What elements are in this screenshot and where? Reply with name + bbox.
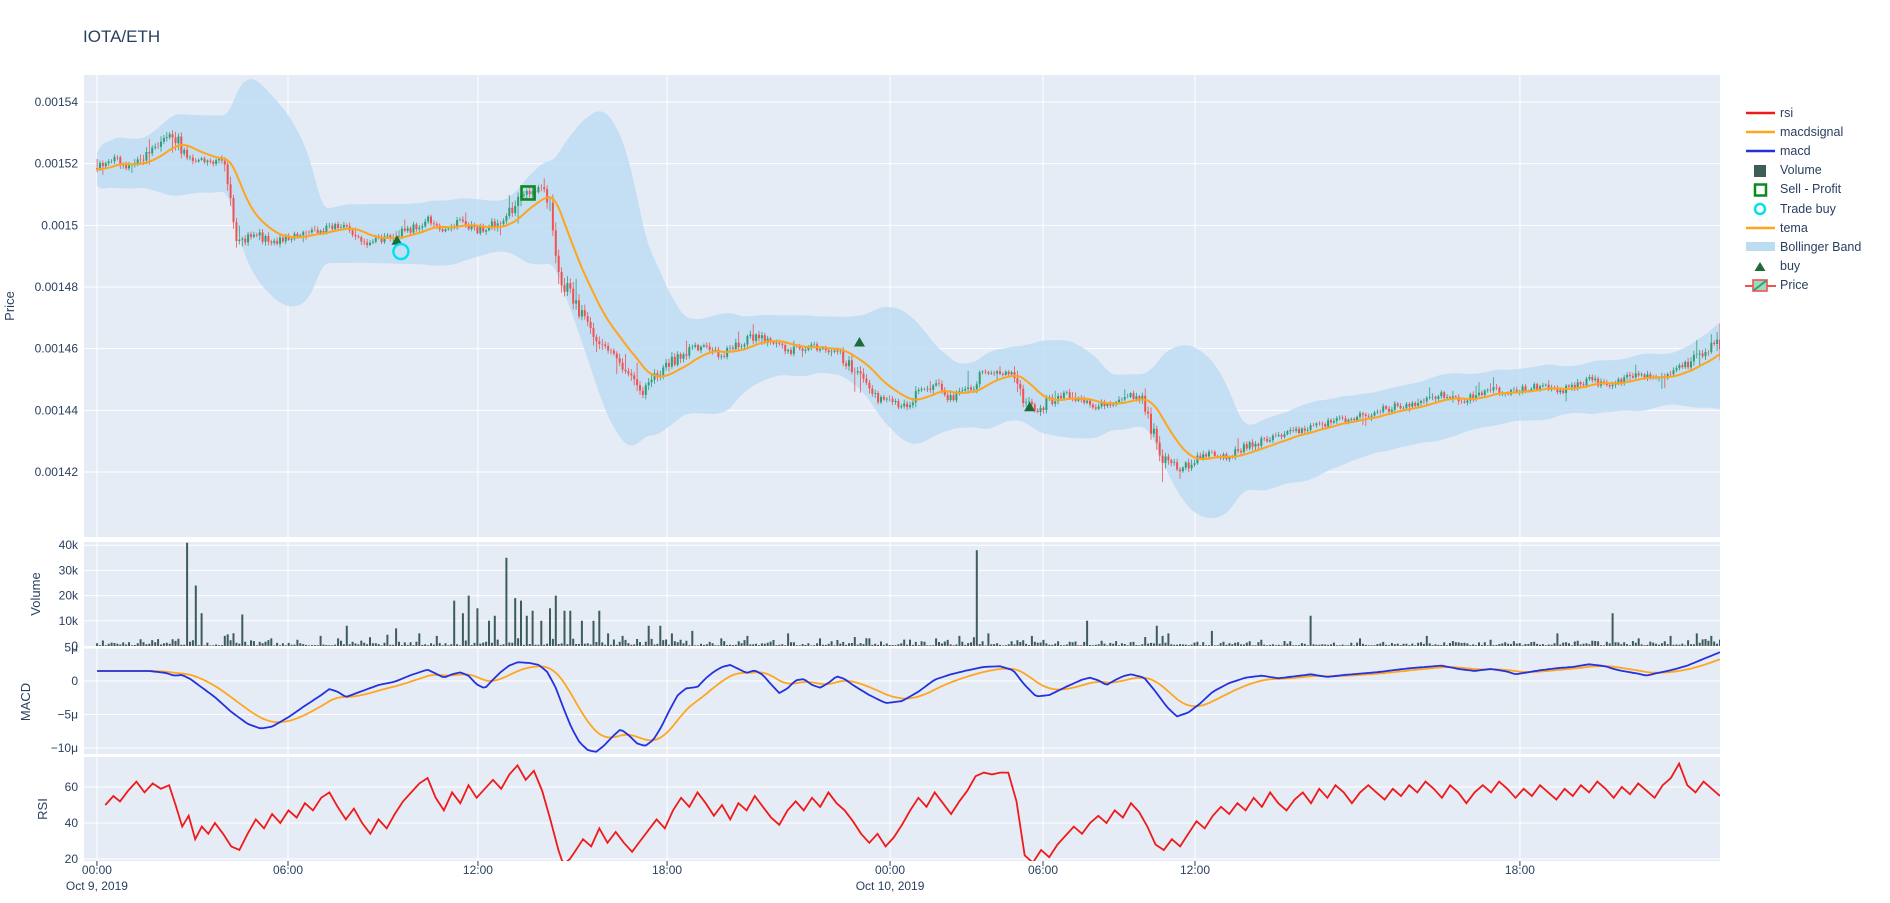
svg-text:Oct 9, 2019: Oct 9, 2019 [66,879,128,893]
rsi-axis-title: RSI [35,798,50,820]
legend-item-trade-buy[interactable]: Trade buy [1744,199,1890,218]
bollinger-band-icon [1744,239,1780,254]
tema-line [96,143,1720,460]
legend-item-label: buy [1780,259,1801,274]
buy-triangle-icon [1744,259,1780,274]
svg-text:06:00: 06:00 [1028,863,1058,877]
price-axis-title: Price [2,291,17,321]
macd-line-icon [1744,143,1780,158]
legend-item-label: Sell - Profit [1780,182,1842,197]
price-candlestick-icon [1744,278,1780,293]
svg-text:0.00154: 0.00154 [35,95,79,109]
macd-panel [97,651,1720,753]
legend-item-label: rsi [1780,105,1794,120]
legend-item-label: Volume [1780,163,1822,178]
svg-text:18:00: 18:00 [1505,863,1535,877]
legend-item-sell-profit[interactable]: Sell - Profit [1744,180,1890,199]
svg-text:20: 20 [65,852,79,866]
rsi-panel [104,761,1720,861]
svg-text:40k: 40k [59,538,79,552]
svg-text:10k: 10k [59,614,79,628]
legend-item-price[interactable]: Price [1744,276,1890,295]
volume-axis-title: Volume [28,572,43,615]
svg-text:0: 0 [71,639,78,653]
svg-text:30k: 30k [59,563,79,577]
svg-text:0.00146: 0.00146 [35,342,79,356]
legend-item-rsi[interactable]: rsi [1744,103,1890,122]
legend-item-label: tema [1780,220,1808,235]
trade-buy-circle-icon [1744,201,1780,216]
axis-labels: 0.00154 0.00152 0.0015 0.00148 0.00146 0.0014… [35,95,1536,893]
volume-panel [96,542,1720,646]
svg-text:0.00148: 0.00148 [35,280,79,294]
buy-marker[interactable] [1024,401,1036,412]
macd-axis-title: MACD [18,683,33,721]
legend-item-label: Bollinger Band [1780,239,1862,254]
legend-item-macdsignal[interactable]: macdsignal [1744,122,1890,141]
legend-item-bollinger[interactable]: Bollinger Band [1744,237,1890,256]
svg-text:0: 0 [71,674,78,688]
sell-profit-marker[interactable] [520,185,536,201]
svg-text:06:00: 06:00 [273,863,303,877]
svg-text:−5μ: −5μ [57,708,78,722]
svg-text:−10μ: −10μ [51,741,78,755]
legend-item-label: Price [1780,278,1809,293]
buy-marker[interactable] [391,235,403,245]
svg-text:0.0015: 0.0015 [41,218,78,232]
svg-text:0.00142: 0.00142 [35,465,79,479]
legend-item-tema[interactable]: tema [1744,218,1890,237]
svg-text:0.00152: 0.00152 [35,157,79,171]
svg-text:12:00: 12:00 [463,863,493,877]
axis-titles: Price Volume MACD RSI [2,291,50,820]
sell-profit-square-icon [1744,182,1780,197]
panel-backgrounds [84,75,1720,861]
svg-text:18:00: 18:00 [652,863,682,877]
svg-text:20k: 20k [59,589,79,603]
trade-buy-marker[interactable] [392,242,410,261]
legend-item-label: macd [1780,143,1811,158]
svg-text:5μ: 5μ [64,641,78,655]
legend-item-buy[interactable]: buy [1744,257,1890,276]
legend-item-label: macdsignal [1780,124,1844,139]
volume-bars [96,542,1720,646]
svg-text:00:00: 00:00 [82,863,112,877]
macdsignal-line-icon [1744,124,1780,139]
macd-line [97,651,1720,753]
buy-marker[interactable] [853,337,865,347]
tema-line-icon [1744,220,1780,235]
svg-text:12:00: 12:00 [1180,863,1210,877]
rsi-line-icon [1744,105,1780,120]
price-panel [96,79,1720,519]
legend: rsi macdsignal macd Volume Sell - Profit… [1744,103,1890,295]
legend-item-macd[interactable]: macd [1744,141,1890,160]
svg-text:0.00144: 0.00144 [35,403,79,417]
legend-item-volume[interactable]: Volume [1744,161,1890,180]
rsi-line [104,761,1720,861]
bollinger-band [97,79,1720,519]
svg-text:00:00: 00:00 [875,863,905,877]
page-title: IOTA/ETH [83,27,161,46]
svg-text:40: 40 [65,816,79,830]
volume-square-icon [1744,163,1780,178]
legend-item-label: Trade buy [1780,201,1836,216]
svg-text:Oct 10, 2019: Oct 10, 2019 [856,879,925,893]
svg-text:60: 60 [65,780,79,794]
